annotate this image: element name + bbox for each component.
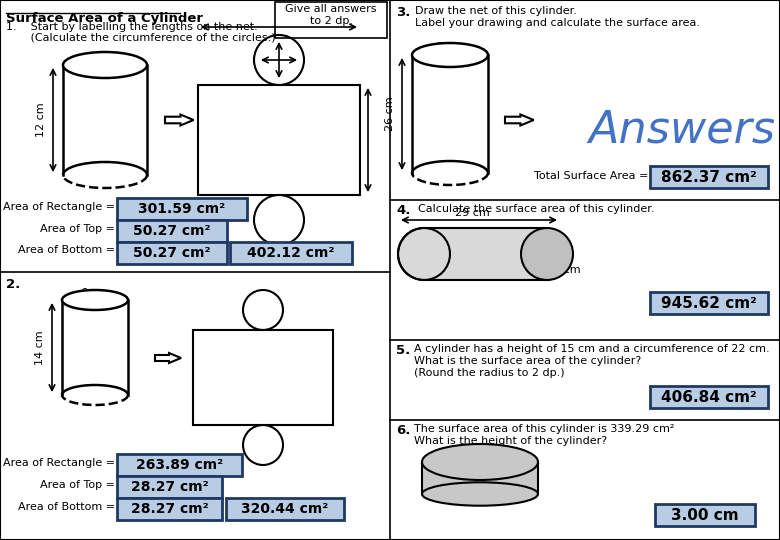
Text: al Surface Area =: al Surface Area = <box>126 502 224 512</box>
Ellipse shape <box>62 290 128 310</box>
FancyBboxPatch shape <box>650 386 768 408</box>
Text: Calculate the surface area of this cylinder.: Calculate the surface area of this cylin… <box>418 204 654 214</box>
Text: What is the surface area of the cylinder?: What is the surface area of the cylinder… <box>414 356 641 366</box>
Text: 4.: 4. <box>396 204 410 217</box>
Ellipse shape <box>412 43 488 67</box>
Circle shape <box>521 228 573 280</box>
Text: 26 cm: 26 cm <box>385 97 395 131</box>
Text: 1.    Start by labelling the lengths on the net.: 1. Start by labelling the lengths on the… <box>6 22 257 32</box>
FancyBboxPatch shape <box>230 242 352 264</box>
Text: A cylinder has a height of 15 cm and a circumference of 22 cm.: A cylinder has a height of 15 cm and a c… <box>414 344 770 354</box>
Text: 3.: 3. <box>396 6 410 19</box>
Text: 28.27 cm²: 28.27 cm² <box>131 502 208 516</box>
Text: Draw the net of this cylinder.: Draw the net of this cylinder. <box>415 6 577 16</box>
Text: 5.: 5. <box>396 344 410 357</box>
FancyBboxPatch shape <box>655 504 755 526</box>
Text: 6 cm: 6 cm <box>466 449 494 459</box>
Polygon shape <box>165 114 193 125</box>
FancyBboxPatch shape <box>117 220 227 242</box>
Text: Surface Area of a Cylinder: Surface Area of a Cylinder <box>6 12 203 25</box>
Text: 320.44 cm²: 320.44 cm² <box>241 502 328 516</box>
Ellipse shape <box>63 52 147 78</box>
Text: Label your drawing and calculate the surface area.: Label your drawing and calculate the sur… <box>415 18 700 28</box>
Text: 28.27 cm²: 28.27 cm² <box>131 480 208 494</box>
Ellipse shape <box>422 482 538 505</box>
Polygon shape <box>155 353 181 363</box>
Text: 945.62 cm²: 945.62 cm² <box>661 295 757 310</box>
Text: 7 cm: 7 cm <box>553 265 580 275</box>
Ellipse shape <box>398 228 450 280</box>
FancyBboxPatch shape <box>117 242 227 264</box>
FancyBboxPatch shape <box>117 198 247 220</box>
Bar <box>275 2 387 38</box>
Text: 6 cm: 6 cm <box>81 288 108 298</box>
Text: 2.: 2. <box>6 278 20 291</box>
Text: 402.12 cm²: 402.12 cm² <box>247 246 335 260</box>
FancyBboxPatch shape <box>650 166 768 188</box>
Text: The surface area of this cylinder is 339.29 cm²: The surface area of this cylinder is 339… <box>414 424 675 434</box>
Text: Area of Bottom =: Area of Bottom = <box>18 245 115 255</box>
Text: 50.27 cm²: 50.27 cm² <box>133 224 211 238</box>
Text: Area of Bottom =: Area of Bottom = <box>18 502 115 512</box>
Text: 50.27 cm²: 50.27 cm² <box>133 246 211 260</box>
Text: Area of Top =: Area of Top = <box>40 480 115 490</box>
FancyBboxPatch shape <box>117 454 242 476</box>
Text: 263.89 cm²: 263.89 cm² <box>136 458 223 472</box>
Bar <box>422 462 538 494</box>
Text: Area of Rectangle =: Area of Rectangle = <box>3 202 115 212</box>
Text: 9 cm: 9 cm <box>436 42 464 52</box>
Text: 3.00 cm: 3.00 cm <box>671 508 739 523</box>
Text: Give all answers
to 2 dp.: Give all answers to 2 dp. <box>285 4 377 25</box>
Bar <box>193 330 333 425</box>
Text: al Surface Area =: al Surface Area = <box>129 245 228 255</box>
Bar <box>198 85 360 195</box>
Text: Area of Rectangle =: Area of Rectangle = <box>3 458 115 468</box>
Polygon shape <box>505 114 534 125</box>
FancyBboxPatch shape <box>650 292 768 314</box>
FancyBboxPatch shape <box>117 476 222 498</box>
FancyBboxPatch shape <box>226 498 344 520</box>
Text: 14 cm: 14 cm <box>35 330 45 365</box>
Ellipse shape <box>422 444 538 480</box>
Text: 12 cm: 12 cm <box>36 103 46 137</box>
Text: 6.: 6. <box>396 424 410 437</box>
Text: Area of Top =: Area of Top = <box>40 224 115 234</box>
Text: What is the height of the cylinder?: What is the height of the cylinder? <box>414 436 607 446</box>
Text: (Calculate the circumference of the circles.): (Calculate the circumference of the circ… <box>6 32 275 42</box>
Text: 862.37 cm²: 862.37 cm² <box>661 170 757 185</box>
Text: 406.84 cm²: 406.84 cm² <box>661 389 757 404</box>
Text: 29 cm: 29 cm <box>455 208 490 218</box>
Text: 301.59 cm²: 301.59 cm² <box>138 202 225 216</box>
Text: 8 cm: 8 cm <box>91 53 119 63</box>
Text: Answers: Answers <box>588 109 775 152</box>
Bar <box>424 228 547 280</box>
Text: (Round the radius to 2 dp.): (Round the radius to 2 dp.) <box>414 368 565 378</box>
FancyBboxPatch shape <box>117 498 222 520</box>
Text: Total Surface Area =: Total Surface Area = <box>534 171 648 181</box>
